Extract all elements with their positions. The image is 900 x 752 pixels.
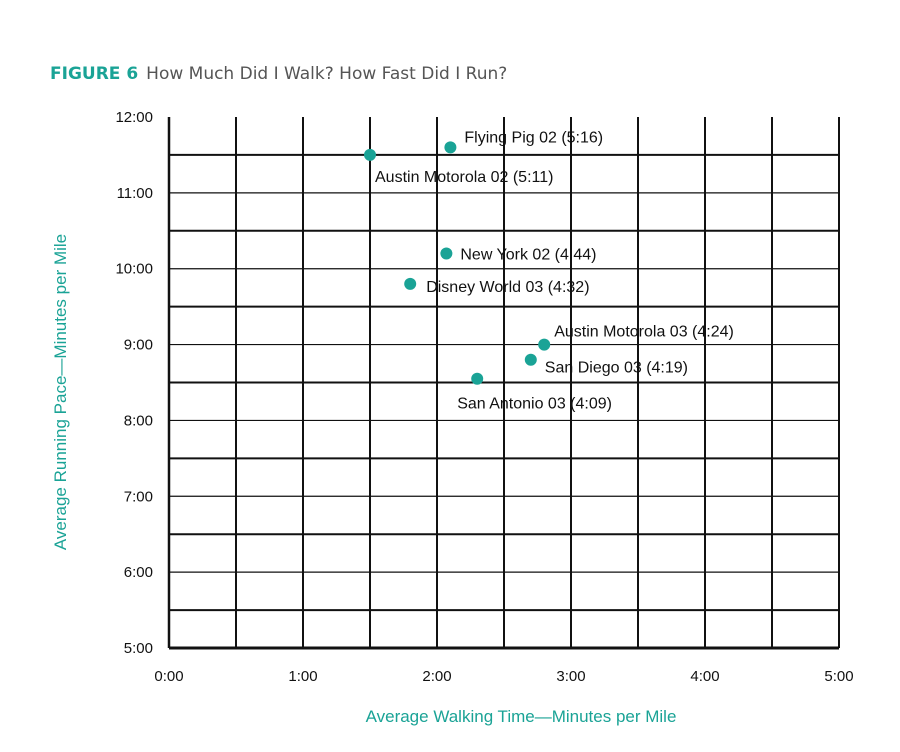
axes <box>167 117 839 650</box>
x-tick-label: 0:00 <box>154 668 183 685</box>
grid <box>169 117 840 648</box>
figure-title-text: How Much Did I Walk? How Fast Did I Run? <box>146 64 508 84</box>
data-point-label: Austin Motorola 03 (4:24) <box>554 324 734 341</box>
y-tick-label: 6:00 <box>124 564 153 581</box>
data-point <box>364 148 376 161</box>
y-tick-label: 10:00 <box>115 261 153 278</box>
data-points: Flying Pig 02 (5:16) Austin Motorola 02 (… <box>364 129 734 413</box>
data-point-label: Flying Pig 02 (5:16) <box>464 129 603 146</box>
data-point-label: San Antonio 03 (4:09) <box>457 396 612 413</box>
data-point <box>538 338 551 351</box>
data-point-label: San Diego 03 (4:19) <box>545 360 688 377</box>
data-point <box>524 353 537 366</box>
x-tick-label: 3:00 <box>556 668 585 685</box>
x-tick-label: 5:00 <box>824 668 853 685</box>
figure-title: FIGURE 6 How Much Did I Walk? How Fast Di… <box>50 64 507 84</box>
figure-number: FIGURE 6 <box>50 64 139 84</box>
data-point-label: Disney World 03 (4:32) <box>426 279 589 296</box>
tick-labels: 0:00 1:00 2:00 3:00 4:00 5:00 5:00 6:00 7:00 8:00… <box>115 109 853 685</box>
y-tick-label: 7:00 <box>124 488 153 505</box>
data-point <box>471 372 484 385</box>
x-tick-label: 2:00 <box>422 668 451 685</box>
y-tick-label: 12:00 <box>115 109 153 126</box>
y-tick-label: 8:00 <box>124 412 153 429</box>
y-tick-label: 11:00 <box>117 185 153 202</box>
x-tick-label: 4:00 <box>690 668 719 685</box>
x-axis-label: Average Walking Time—Minutes per Mile <box>366 707 677 726</box>
data-point-label: Austin Motorola 02 (5:11) <box>375 169 553 186</box>
data-point <box>404 277 417 290</box>
y-tick-label: 9:00 <box>124 337 153 354</box>
y-tick-label: 5:00 <box>124 640 153 657</box>
data-point <box>440 247 453 260</box>
y-axis-label: Average Running Pace—Minutes per Mile <box>51 234 70 550</box>
data-point <box>444 141 457 154</box>
data-point-label: New York 02 (4:44) <box>460 247 596 264</box>
x-tick-label: 1:00 <box>288 668 317 685</box>
